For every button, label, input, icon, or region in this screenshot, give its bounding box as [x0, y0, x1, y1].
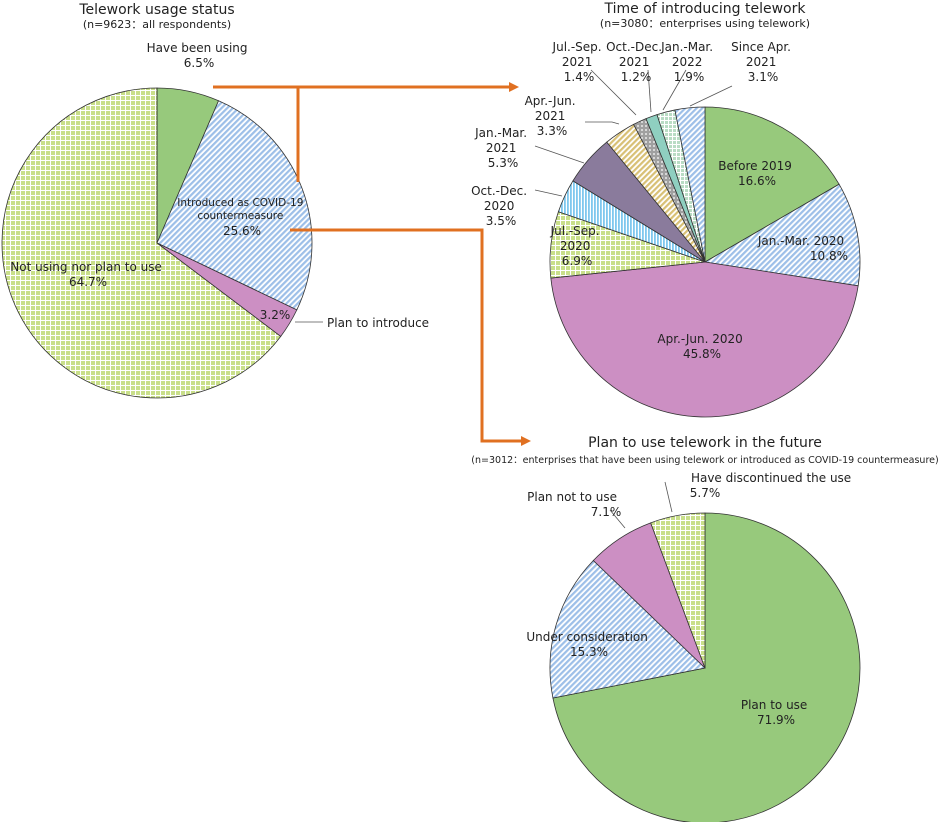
pie-c-slices [549, 512, 861, 822]
value-text: 5.3% [488, 156, 519, 170]
label-text: Have been using [147, 41, 248, 55]
label-text: Oct.-Dec. [471, 184, 527, 198]
pie-b-label-oct-dec-2021: Oct.-Dec. 2021 1.2% [606, 40, 666, 84]
pie-b-slice-since-apr-2021 [674, 106, 706, 263]
value-text: 3.1% [748, 70, 779, 84]
label-text: 2020 [484, 199, 515, 213]
label-text: Plan to use [741, 698, 807, 712]
label-text: Oct.-Dec. [606, 40, 662, 54]
pie-b-label-jan-mar-2021: Jan.-Mar. 2021 5.3% [474, 126, 531, 170]
value-text: 64.7% [69, 275, 107, 289]
label-text: Jul.-Sep. [550, 224, 600, 238]
label-text: 2021 [562, 55, 593, 69]
label-text: 2021 [486, 141, 517, 155]
label-text: 2021 [619, 55, 650, 69]
value-text: 1.4% [564, 70, 595, 84]
pie-b-label-jul-sep-2020: Jul.-Sep. 2020 6.9% [550, 224, 604, 268]
pie-b-label-jul-sep-2021: Jul.-Sep. 2021 1.4% [552, 40, 606, 84]
arrow-to-future-chart [290, 228, 531, 446]
label-text: Apr.-Jun. 2020 [657, 332, 742, 346]
pie-b-label-jan-mar-2022: Jan.-Mar. 2022 1.9% [660, 40, 717, 84]
pie-b-label-jan-mar-2020: Jan.-Mar. 2020 10.8% [757, 234, 848, 263]
value-text: 5.7% [690, 486, 721, 500]
value-text: 16.6% [738, 174, 776, 188]
pie-b-slice-apr-jun-2020 [550, 261, 859, 418]
label-text: Jan.-Mar. [660, 40, 713, 54]
value-text: 6.5% [184, 56, 215, 70]
pie-b-label-apr-jun-2020: Apr.-Jun. 2020 45.8% [657, 332, 746, 361]
pie-b-title: Time of introducing telework [604, 1, 807, 17]
pie-b-label-apr-jun-2021: Apr.-Jun. 2021 3.3% [525, 94, 580, 138]
value-text: 3.5% [486, 214, 517, 228]
label-text: Jan.-Mar. [474, 126, 527, 140]
pie-b-subtitle: (n=3080：enterprises using telework) [600, 17, 810, 30]
pie-a-label-not-using: Not using nor plan to use 64.7% [10, 260, 165, 289]
pie-c-label-plan-to-use: Plan to use 71.9% [741, 698, 811, 727]
pie-c-slice-plan-to-use [552, 512, 861, 822]
label-text: 2021 [746, 55, 777, 69]
pie-b-label-since-apr: Since Apr. 2021 3.1% [731, 40, 795, 84]
label-text: 2020 [560, 239, 591, 253]
value-text: 3.3% [537, 124, 568, 138]
arrow-to-time-chart [213, 82, 519, 182]
value-text: 45.8% [683, 347, 721, 361]
pie-a-label-covid: Introduced as COVID-19 countermeasure 25… [177, 197, 306, 238]
pie-a-label-plan-to-introduce: Plan to introduce [327, 316, 429, 330]
pie-c-title: Plan to use telework in the future [588, 435, 822, 451]
pie-b-slices [549, 106, 861, 418]
value-text: 1.9% [674, 70, 705, 84]
pie-a-slice-not-using-nor-plan-to-use [1, 87, 282, 399]
label-text: Jul.-Sep. [552, 40, 602, 54]
label-text: Not using nor plan to use [10, 260, 162, 274]
label-text: Plan not to use [527, 490, 617, 504]
pie-c-slice-under-consideration [549, 559, 706, 699]
pie-b-label-before-2019: Before 2019 16.6% [718, 159, 795, 188]
label-text: Since Apr. [731, 40, 791, 54]
pie-b-slice-before-2019 [704, 106, 840, 263]
leader-lines [295, 69, 733, 529]
value-text: 15.3% [570, 645, 608, 659]
pie-c-label-plan-not-to-use: Plan not to use 7.1% [527, 490, 621, 519]
pie-a-label-have-been-using: Have been using 6.5% [147, 41, 252, 70]
value-text: 10.8% [810, 249, 848, 263]
pie-a-slices [1, 87, 313, 399]
label-text: 2022 [672, 55, 703, 69]
label-text: Apr.-Jun. [525, 94, 576, 108]
pie-a-title: Telework usage status [78, 2, 234, 18]
value-text: 25.6% [223, 224, 261, 238]
label-text: Introduced as COVID-19 [177, 197, 303, 209]
label-text: Under consideration [526, 630, 648, 644]
pie-a-subtitle: (n=9623：all respondents) [83, 18, 231, 31]
label-text: Jan.-Mar. 2020 [757, 234, 844, 248]
pie-c-label-under-consideration: Under consideration 15.3% [526, 630, 651, 659]
pie-c-label-discontinued: Have discontinued the use 5.7% [690, 471, 855, 500]
label-text: countermeasure [197, 210, 283, 222]
label-text: Have discontinued the use [691, 471, 851, 485]
label-text: 2021 [535, 109, 566, 123]
value-text: 6.9% [562, 254, 593, 268]
pie-b-label-oct-dec-2020: Oct.-Dec. 2020 3.5% [471, 184, 531, 228]
pie-a-value-plan-to-introduce: 3.2% [260, 308, 291, 322]
pie-c-subtitle: (n=3012：enterprises that have been using… [471, 455, 938, 466]
value-text: 1.2% [621, 70, 652, 84]
value-text: 7.1% [591, 505, 622, 519]
pie-a-slice-introduced-as-covid-19-countermeasure [156, 100, 313, 311]
label-text: Before 2019 [718, 159, 792, 173]
pie-b-slice-jan-mar-2020 [703, 183, 861, 287]
pie-c-slice-have-discontinued-the-use [650, 512, 706, 669]
value-text: 71.9% [757, 713, 795, 727]
